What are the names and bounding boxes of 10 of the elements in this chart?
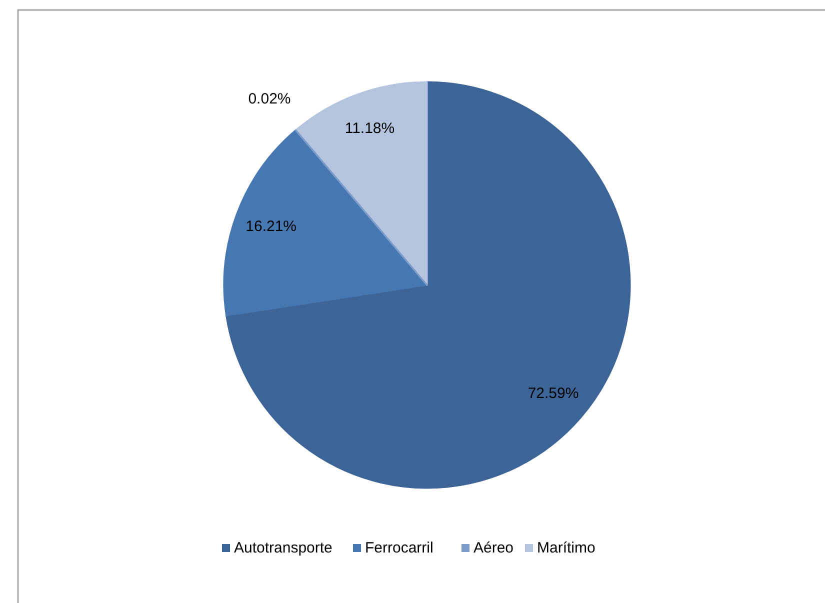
legend-label: Autotransporte <box>234 540 332 556</box>
legend-label: Ferrocarril <box>365 540 434 556</box>
legend-label: Marítimo <box>537 540 596 556</box>
legend-label: Aéreo <box>474 540 514 556</box>
pie-slice <box>226 81 630 489</box>
data-label: 16.21% <box>246 218 297 236</box>
data-label: 11.18% <box>344 120 395 138</box>
data-label: 72.59% <box>528 384 579 402</box>
data-label: 0.02% <box>248 90 291 108</box>
pie-slice <box>295 81 428 286</box>
